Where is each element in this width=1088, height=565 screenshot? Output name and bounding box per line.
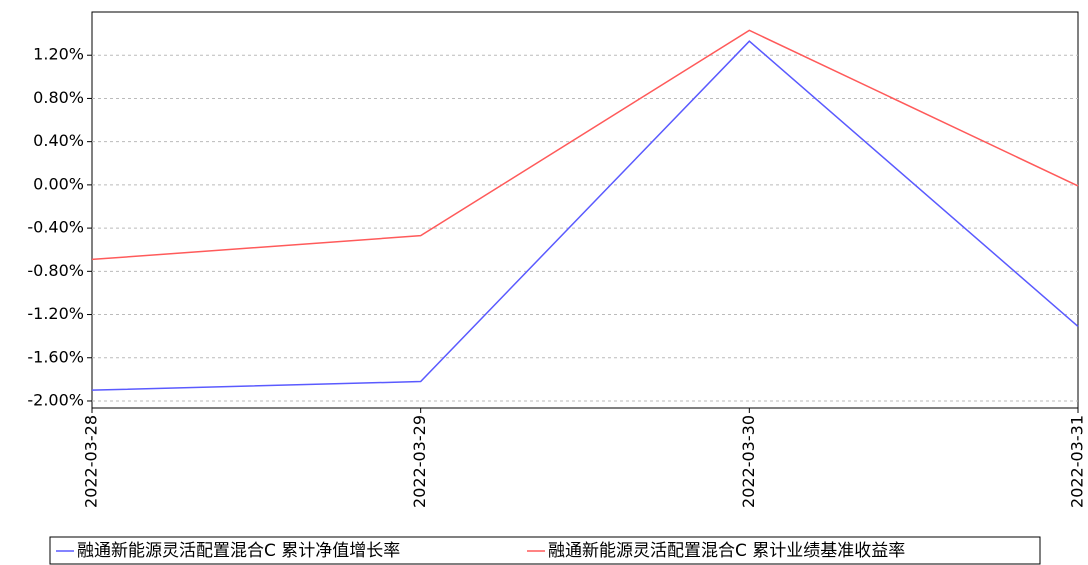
- y-tick-label: 0.40%: [33, 131, 84, 150]
- y-tick-label: 0.80%: [33, 88, 84, 107]
- x-tick-label: 2022-03-28: [82, 415, 101, 508]
- y-tick-label: -0.40%: [27, 218, 84, 237]
- x-tick-label: 2022-03-29: [410, 415, 429, 508]
- series-line: [91, 40, 1079, 391]
- legend-label: 融通新能源灵活配置混合C 累计净值增长率: [77, 541, 400, 561]
- plot-frame: [91, 11, 1079, 409]
- series-line: [91, 29, 1079, 261]
- legend-label: 融通新能源灵活配置混合C 累计业绩基准收益率: [548, 541, 905, 561]
- y-tick-label: 1.20%: [33, 45, 84, 64]
- y-tick-label: -1.60%: [27, 347, 84, 366]
- x-tick-label: 2022-03-30: [739, 415, 758, 508]
- y-tick-label: -1.20%: [27, 304, 84, 323]
- x-tick-label: 2022-03-31: [1068, 415, 1087, 508]
- y-tick-label: -0.80%: [27, 261, 84, 280]
- y-tick-label: 0.00%: [33, 174, 84, 193]
- y-tick-label: -2.00%: [27, 390, 84, 409]
